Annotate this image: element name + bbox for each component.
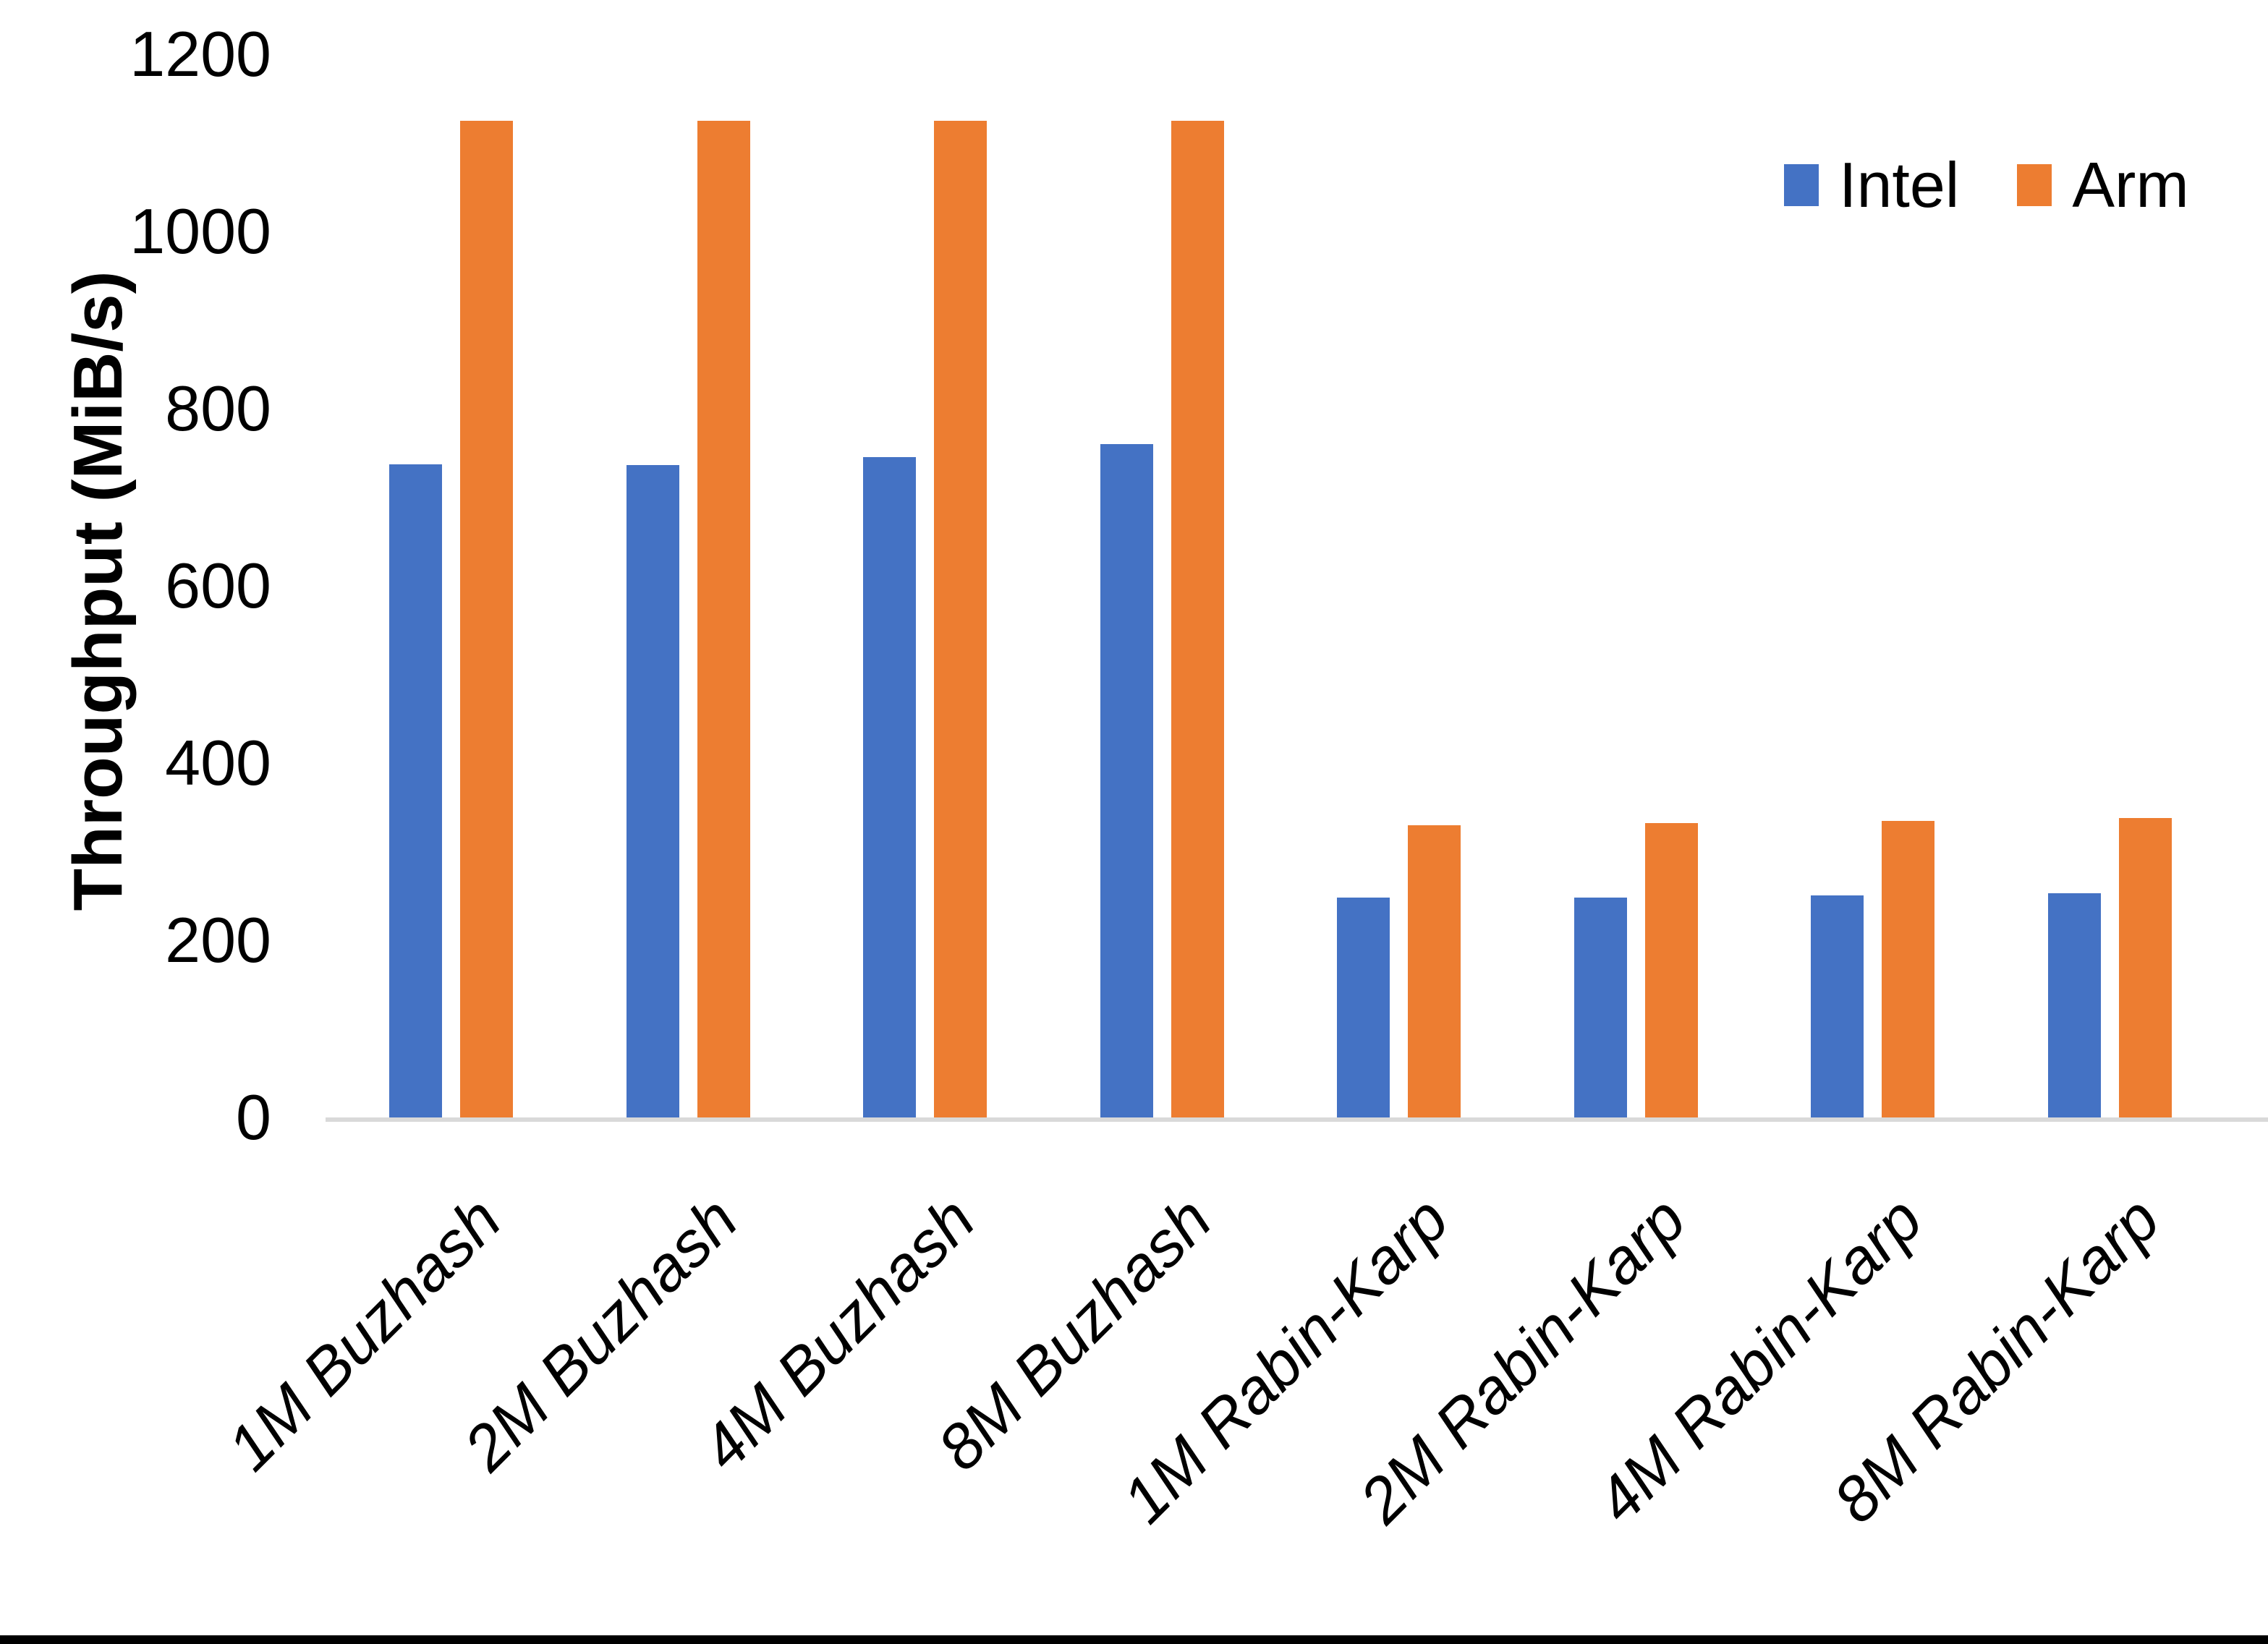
- bar-intel-4m-rabin-karp: [1811, 895, 1864, 1117]
- bar-arm-4m-buzhash: [934, 120, 988, 1117]
- bar-arm-1m-buzhash: [460, 120, 514, 1117]
- bar-arm-1m-rabin-karp: [1408, 825, 1461, 1117]
- bar-intel-8m-buzhash: [1100, 444, 1153, 1117]
- y-tick-1000: 1000: [129, 195, 271, 267]
- y-tick-600: 600: [165, 550, 271, 621]
- bar-arm-8m-rabin-karp: [2118, 817, 2172, 1117]
- y-tick-400: 400: [165, 727, 271, 798]
- legend-swatch-arm: [2017, 164, 2052, 206]
- bar-arm-2m-rabin-karp: [1644, 823, 1698, 1117]
- y-tick-0: 0: [236, 1081, 271, 1153]
- legend-swatch-intel: [1784, 164, 1819, 206]
- bar-intel-4m-buzhash: [863, 457, 917, 1117]
- bar-arm-8m-buzhash: [1171, 120, 1224, 1117]
- bar-intel-1m-buzhash: [389, 464, 443, 1117]
- plot-area: [326, 54, 2268, 1122]
- y-tick-200: 200: [165, 904, 271, 976]
- legend: Intel Arm: [1784, 148, 2189, 222]
- bar-arm-4m-rabin-karp: [1882, 820, 1935, 1117]
- y-tick-800: 800: [165, 372, 271, 444]
- bar-intel-8m-rabin-karp: [2047, 893, 2101, 1117]
- legend-label-arm: Arm: [2072, 149, 2189, 221]
- legend-label-intel: Intel: [1839, 149, 1960, 221]
- bar-intel-1m-rabin-karp: [1337, 898, 1390, 1117]
- legend-item-arm: Arm: [2017, 148, 2189, 222]
- bar-intel-2m-rabin-karp: [1573, 898, 1627, 1117]
- bottom-border: [0, 1635, 2268, 1644]
- bar-arm-2m-buzhash: [697, 120, 750, 1117]
- x-axis-line: [326, 1117, 2268, 1122]
- legend-item-intel: Intel: [1784, 148, 1959, 222]
- y-tick-1200: 1200: [129, 18, 271, 90]
- bar-intel-2m-buzhash: [626, 465, 679, 1117]
- y-axis-title: Throughput (MiB/s): [59, 271, 137, 911]
